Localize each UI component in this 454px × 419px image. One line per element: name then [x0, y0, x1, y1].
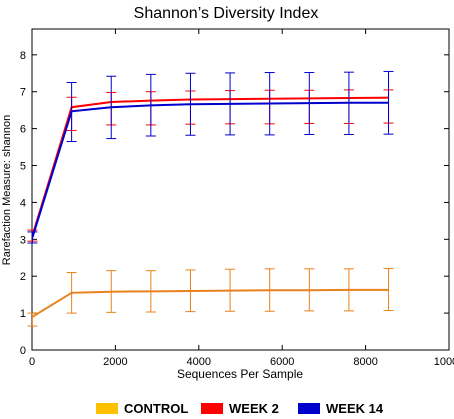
x-tick-label-2000: 2000 — [103, 356, 127, 368]
y-tick-label-8: 8 — [20, 50, 26, 62]
line-week-2 — [31, 96, 389, 236]
series-layer — [27, 70, 394, 327]
legend-swatch-week-2 — [201, 402, 223, 414]
legend-swatch-control — [96, 402, 118, 414]
y-tick-label-0: 0 — [20, 345, 26, 357]
series-week-2 — [27, 89, 394, 242]
y-tick-label-3: 3 — [20, 234, 26, 246]
series-week-14 — [27, 70, 394, 244]
legend-swatch-week-14 — [298, 402, 320, 414]
legend-item-control: CONTROL — [96, 398, 188, 418]
plot-area-frame — [31, 28, 450, 351]
x-tick-label-6000: 6000 — [270, 356, 294, 368]
line-week-14 — [31, 101, 389, 238]
y-tick-label-4: 4 — [20, 197, 26, 209]
y-tick-label-6: 6 — [20, 124, 26, 136]
y-tick-label-1: 1 — [20, 308, 26, 320]
chart-title: Shannon’s Diversity Index — [134, 5, 319, 22]
legend-label-week-2: WEEK 2 — [229, 400, 279, 416]
legend-item-week-14: WEEK 14 — [298, 398, 383, 418]
x-tick-label-8000: 8000 — [353, 356, 377, 368]
y-axis-label: Rarefaction Measure: shannon — [1, 115, 13, 265]
y-tick-label-7: 7 — [20, 87, 26, 99]
x-tick-label-0: 0 — [29, 356, 35, 368]
legend-label-week-14: WEEK 14 — [326, 400, 384, 416]
x-tick-label-4000: 4000 — [187, 356, 211, 368]
x-axis-label: Sequences Per Sample — [177, 367, 303, 381]
legend-item-week-2: WEEK 2 — [201, 398, 279, 418]
y-tick-label-2: 2 — [20, 271, 26, 283]
axis-ticks: 0 2000 4000 6000 8000 10000 0 1 2 3 4 5 6 7 8 — [20, 29, 454, 368]
series-control — [27, 267, 394, 327]
legend-label-control: CONTROL — [124, 400, 189, 416]
line-control — [31, 288, 389, 318]
y-tick-label-5: 5 — [20, 161, 26, 173]
x-tick-label-10000: 10000 — [434, 356, 454, 368]
chart-legend: CONTROL WEEK 2 WEEK 14 — [0, 398, 454, 418]
shannon-diversity-chart: Shannon’s Diversity Index 0 2000 4000 6000 8… — [1, 5, 454, 381]
